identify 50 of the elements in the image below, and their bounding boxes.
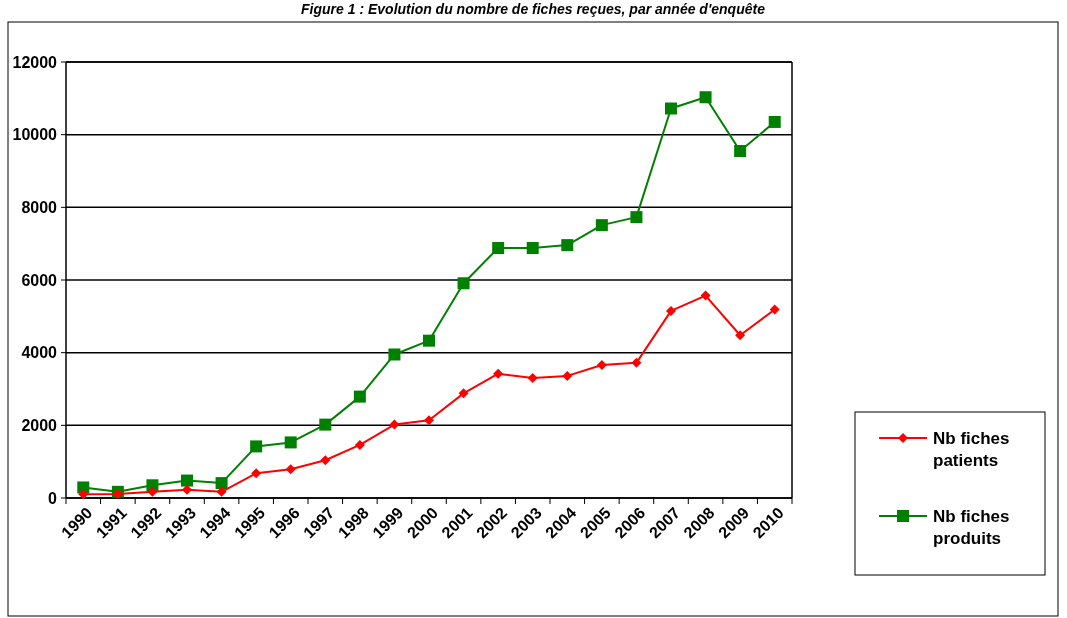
y-tick-label: 8000 bbox=[21, 198, 58, 216]
legend-label: Nb fiches produits bbox=[933, 507, 1010, 549]
point bbox=[78, 489, 89, 500]
y-tick-label: 4000 bbox=[21, 344, 58, 362]
point bbox=[112, 489, 123, 499]
point bbox=[319, 418, 332, 431]
chart-title: Figure 1 : Evolution du nombre de fiches reçues, par année d'enquête bbox=[301, 1, 766, 17]
point bbox=[630, 211, 643, 224]
point bbox=[181, 474, 193, 487]
point bbox=[665, 102, 677, 115]
point bbox=[215, 477, 228, 490]
point bbox=[250, 440, 263, 453]
point bbox=[147, 486, 158, 497]
point bbox=[666, 305, 676, 316]
y-tick-label: 0 bbox=[48, 489, 58, 507]
point bbox=[526, 242, 539, 255]
point bbox=[700, 290, 711, 301]
point bbox=[561, 239, 574, 252]
point bbox=[424, 415, 434, 426]
point bbox=[320, 455, 331, 466]
point bbox=[182, 484, 192, 495]
point bbox=[284, 436, 297, 449]
point bbox=[353, 390, 366, 403]
point bbox=[389, 419, 400, 430]
y-tick-label: 12000 bbox=[12, 53, 58, 71]
point bbox=[768, 115, 781, 128]
point bbox=[458, 388, 469, 399]
legend-label: Nb fiches patients bbox=[933, 429, 1010, 471]
point bbox=[285, 464, 296, 475]
point bbox=[595, 219, 608, 232]
point bbox=[388, 348, 401, 361]
point bbox=[457, 277, 470, 290]
point bbox=[493, 368, 504, 379]
point bbox=[492, 242, 505, 255]
y-tick-label: 10000 bbox=[12, 126, 58, 144]
point bbox=[216, 486, 227, 497]
point bbox=[699, 91, 712, 104]
point bbox=[423, 334, 435, 347]
point bbox=[735, 330, 746, 341]
point bbox=[251, 468, 262, 479]
point bbox=[354, 439, 365, 450]
point bbox=[596, 360, 607, 371]
point bbox=[562, 370, 573, 381]
point bbox=[77, 481, 90, 494]
point bbox=[734, 145, 747, 158]
point bbox=[527, 373, 538, 384]
point bbox=[631, 357, 642, 368]
y-tick-label: 2000 bbox=[21, 416, 58, 434]
point bbox=[769, 304, 780, 315]
y-tick-label: 6000 bbox=[21, 271, 58, 289]
